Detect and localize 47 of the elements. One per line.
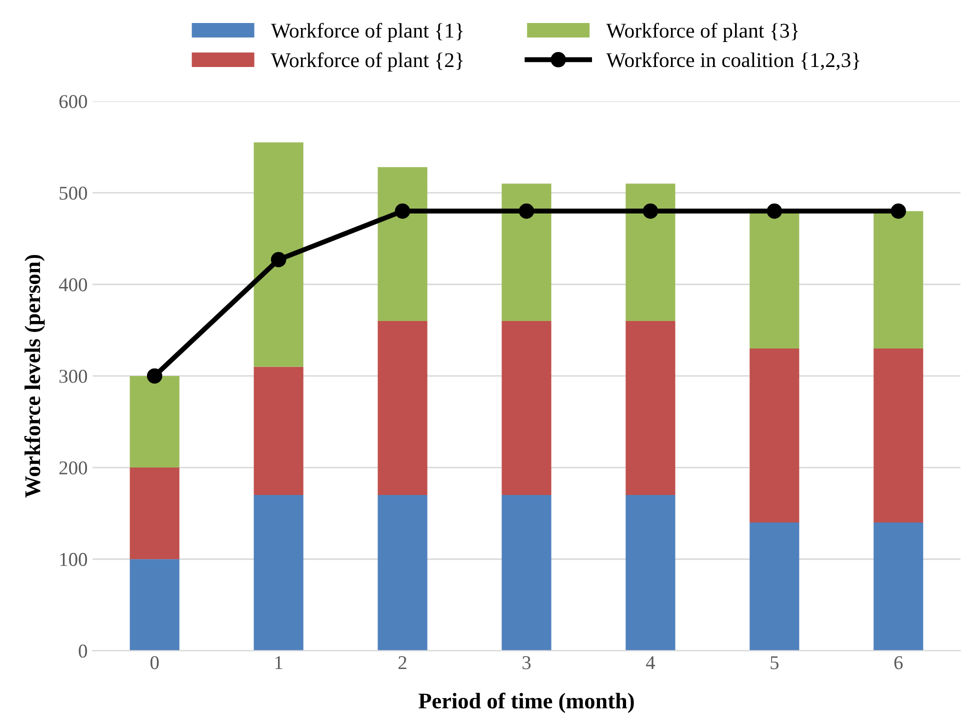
bar [378,167,428,322]
bar [626,495,676,651]
y-tick-label: 200 [59,461,88,474]
legend-label: Workforce of plant {3} [606,22,798,42]
bar [378,321,428,496]
bar [130,559,180,651]
bar [502,321,552,496]
x-tick-label: 0 [150,656,159,670]
bar [874,348,924,522]
point [518,203,534,219]
bar [750,522,800,651]
bar [254,366,304,496]
x-tick-label: 2 [398,656,406,670]
x-tick-label: 5 [770,656,779,670]
point [270,252,286,268]
y-tick-label: 400 [58,278,88,292]
point [890,203,906,219]
bar [874,522,924,651]
bar [626,184,676,322]
y-tick-label: 500 [60,186,88,200]
legend-label: Workforce in coalition {1,2,3} [606,52,860,70]
bar [254,495,304,651]
bar [378,495,428,651]
x-tick-label: 1 [275,656,282,670]
bar [130,376,180,468]
bar [254,142,304,367]
legend-label: Workforce of plant {1} [270,22,463,42]
y-tick-label: 600 [59,95,88,108]
x-tick-label: 6 [894,656,903,670]
legend-label: Workforce of plant {2} [270,52,463,72]
y-tick-label: 0 [78,644,88,658]
y-axis-title: Workforce levels (person) [24,254,45,498]
point [394,203,410,219]
point [642,203,658,219]
y-tick-label: 100 [60,552,88,566]
bar [502,495,552,651]
x-tick-label: 4 [646,656,656,670]
point [146,368,162,384]
bar [626,321,676,496]
bar [502,184,552,322]
point [766,203,782,219]
x-tick-label: 3 [522,656,531,670]
y-tick-label: 300 [60,370,88,383]
bar [874,211,924,348]
x-axis-title: Period of time (month) [418,692,634,714]
bar [130,468,180,560]
bar [750,348,800,522]
